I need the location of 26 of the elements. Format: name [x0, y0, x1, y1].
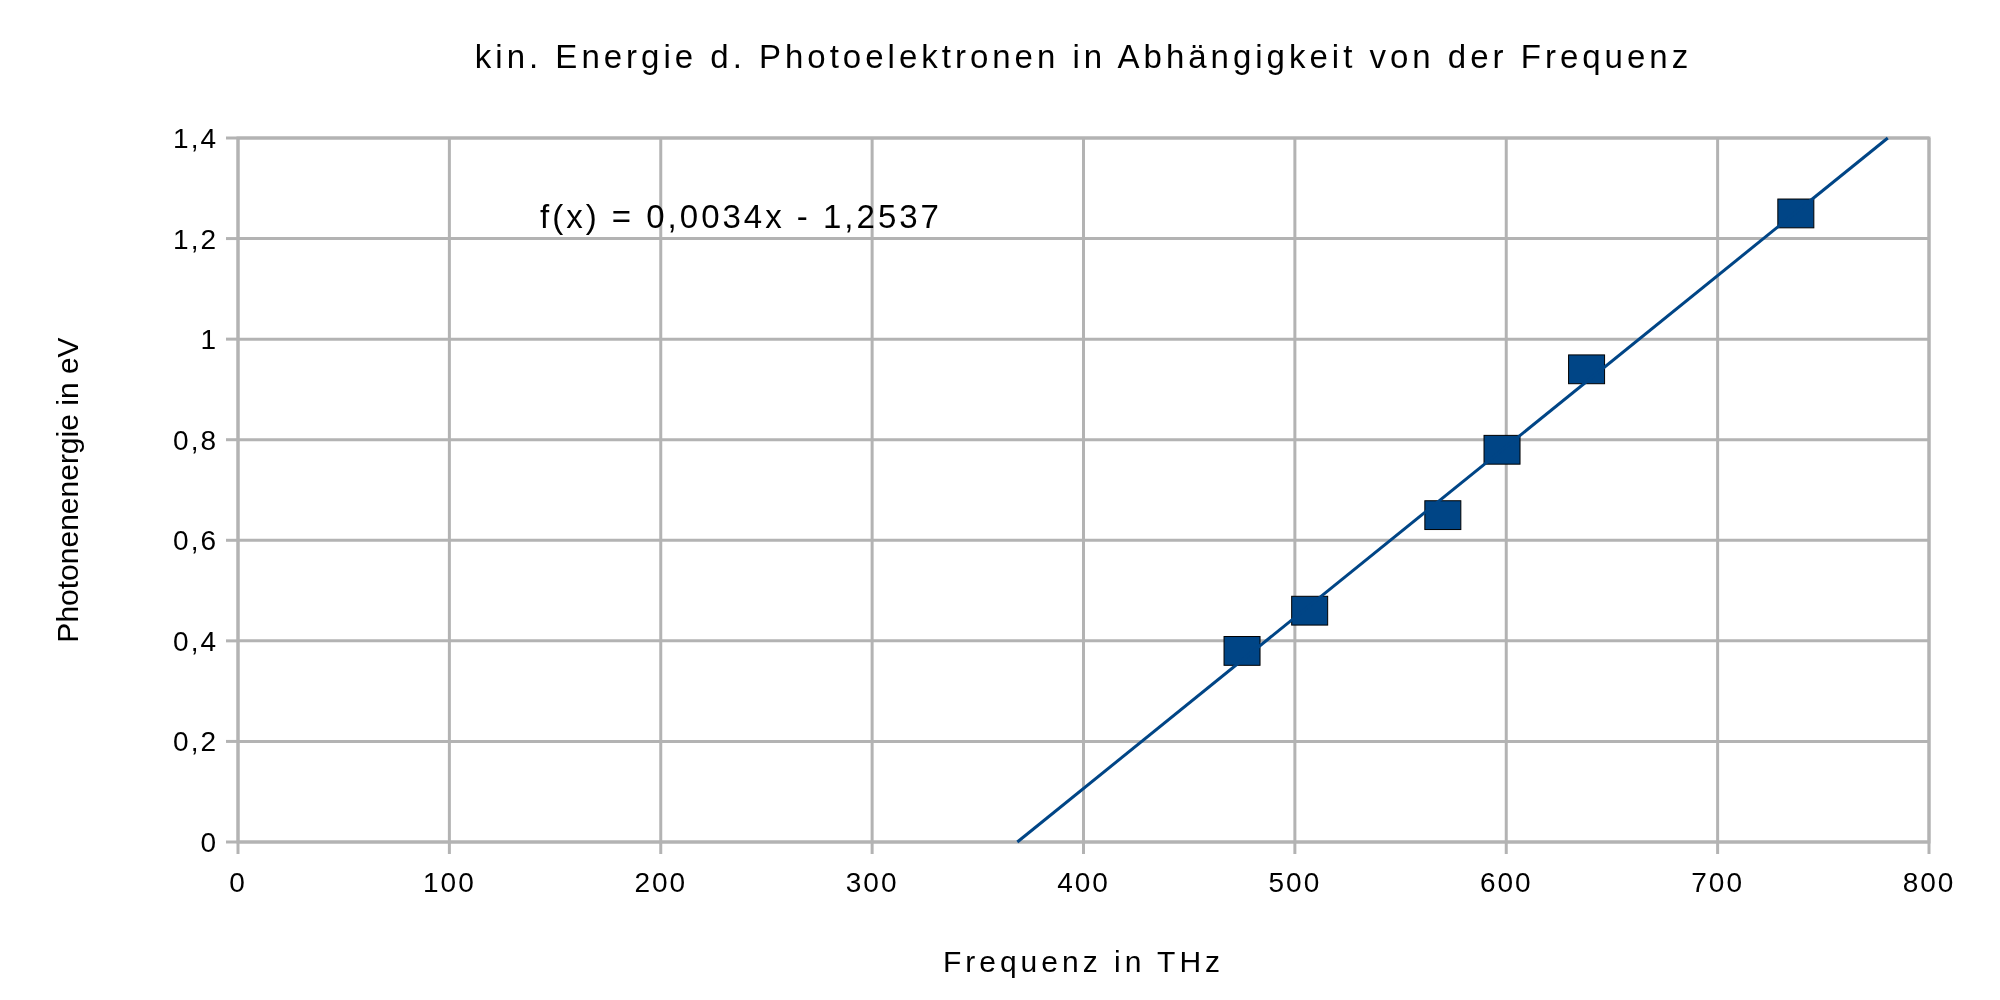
y-tick-label: 0: [200, 827, 218, 858]
chart-title: kin. Energie d. Photoelektronen in Abhängigkeit von der Frequenz: [474, 38, 1693, 75]
y-tick-label: 0,8: [173, 424, 218, 456]
annotation: f(x) = 0,0034x - 1,2537: [540, 198, 942, 235]
point: [1424, 500, 1462, 531]
point: [1291, 595, 1329, 626]
x-axis-title: Frequenz in THz: [942, 945, 1225, 978]
y-tick-label: 0,4: [173, 625, 218, 657]
x-tick-label: 100: [423, 867, 476, 898]
x-tick-label: 600: [1479, 867, 1533, 898]
point: [1223, 636, 1261, 666]
point: [1568, 354, 1606, 385]
x-tick-label: 300: [845, 867, 899, 898]
y-tick-label: 1: [200, 324, 218, 356]
x-tick-label: 400: [1057, 867, 1110, 898]
y-tick-label: 1,4: [173, 123, 218, 154]
y-tick-label: 0,6: [173, 525, 218, 557]
x-tick-label: 0: [229, 867, 247, 898]
x-tick-label: 700: [1691, 867, 1744, 898]
x-tick-label: 500: [1268, 867, 1322, 898]
x-tick-label: 200: [634, 867, 688, 898]
y-tick-label: 1,2: [173, 223, 218, 255]
x-tick-label: 800: [1902, 867, 1956, 898]
y-axis-title: Photonenenergie in eV: [51, 337, 84, 643]
point: [1483, 434, 1521, 465]
y-tick-label: 0,2: [173, 726, 218, 758]
